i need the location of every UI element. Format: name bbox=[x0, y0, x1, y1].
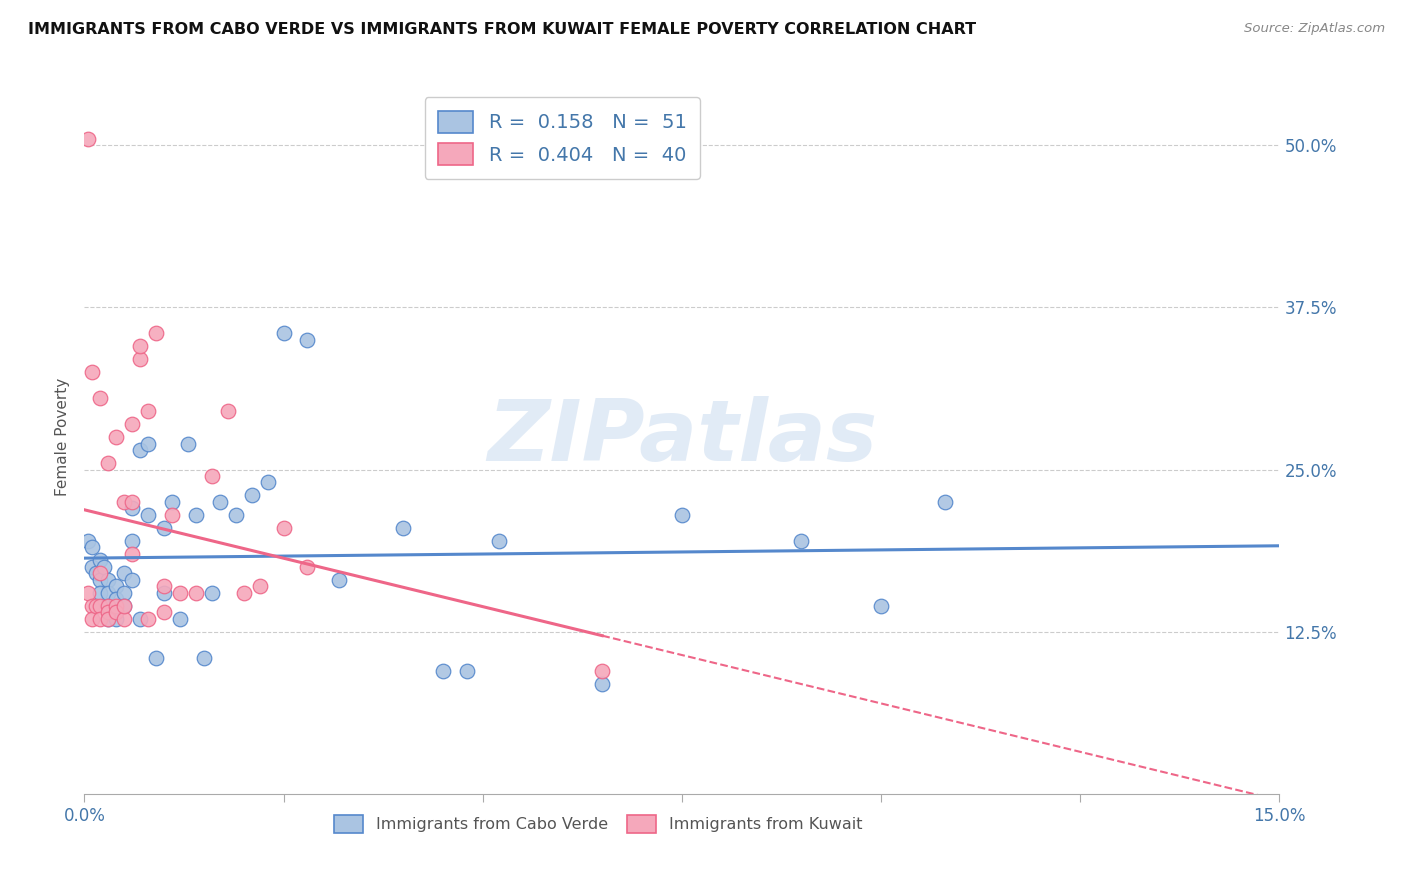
Point bbox=[77, 533, 100, 548]
Text: IMMIGRANTS FROM CABO VERDE VS IMMIGRANTS FROM KUWAIT FEMALE POVERTY CORRELATION : IMMIGRANTS FROM CABO VERDE VS IMMIGRANTS… bbox=[28, 22, 976, 37]
Point bbox=[97, 573, 120, 587]
Point bbox=[129, 443, 152, 458]
Point bbox=[136, 612, 159, 626]
Point bbox=[193, 650, 215, 665]
Point bbox=[160, 508, 183, 522]
Point bbox=[97, 612, 120, 626]
Point bbox=[121, 547, 143, 561]
Point bbox=[105, 599, 128, 613]
Point bbox=[97, 599, 120, 613]
Point bbox=[105, 605, 128, 619]
Point bbox=[77, 131, 100, 145]
Point bbox=[671, 508, 693, 522]
Point bbox=[488, 533, 510, 548]
Point bbox=[591, 676, 613, 690]
Point bbox=[297, 333, 319, 347]
Point bbox=[89, 586, 111, 600]
Point bbox=[456, 664, 478, 678]
Point bbox=[136, 404, 159, 418]
Point bbox=[184, 508, 207, 522]
Point bbox=[112, 495, 135, 509]
Point bbox=[97, 612, 120, 626]
Point bbox=[89, 566, 111, 581]
Point bbox=[136, 436, 159, 450]
Point bbox=[870, 599, 893, 613]
Point bbox=[169, 612, 191, 626]
Point bbox=[217, 404, 239, 418]
Point bbox=[112, 612, 135, 626]
Point bbox=[256, 475, 278, 490]
Point bbox=[184, 586, 207, 600]
Point bbox=[240, 488, 263, 502]
Point bbox=[153, 579, 176, 593]
Point bbox=[153, 586, 176, 600]
Point bbox=[112, 586, 135, 600]
Point bbox=[934, 495, 956, 509]
Point bbox=[177, 436, 200, 450]
Point bbox=[112, 599, 135, 613]
Point bbox=[129, 339, 152, 353]
Point bbox=[249, 579, 271, 593]
Point bbox=[121, 495, 143, 509]
Point bbox=[232, 586, 254, 600]
Point bbox=[432, 664, 454, 678]
Point bbox=[297, 559, 319, 574]
Point bbox=[105, 579, 128, 593]
Point bbox=[591, 664, 613, 678]
Point bbox=[121, 501, 143, 516]
Point bbox=[105, 592, 128, 607]
Y-axis label: Female Poverty: Female Poverty bbox=[55, 378, 70, 496]
Point bbox=[89, 573, 111, 587]
Point bbox=[89, 553, 111, 567]
Point bbox=[112, 566, 135, 581]
Point bbox=[97, 605, 120, 619]
Point bbox=[112, 599, 135, 613]
Point bbox=[160, 495, 183, 509]
Point bbox=[82, 559, 104, 574]
Point bbox=[105, 612, 128, 626]
Point bbox=[225, 508, 247, 522]
Point bbox=[97, 586, 120, 600]
Point bbox=[89, 391, 111, 405]
Text: Source: ZipAtlas.com: Source: ZipAtlas.com bbox=[1244, 22, 1385, 36]
Point bbox=[86, 566, 108, 581]
Point bbox=[97, 599, 120, 613]
Text: ZIPatlas: ZIPatlas bbox=[486, 395, 877, 479]
Point bbox=[129, 612, 152, 626]
Point bbox=[153, 605, 176, 619]
Point bbox=[208, 495, 231, 509]
Point bbox=[145, 326, 167, 341]
Point bbox=[97, 456, 120, 470]
Point bbox=[89, 599, 111, 613]
Point bbox=[121, 533, 143, 548]
Point bbox=[136, 508, 159, 522]
Point bbox=[169, 586, 191, 600]
Point bbox=[129, 352, 152, 367]
Point bbox=[121, 417, 143, 431]
Point bbox=[86, 599, 108, 613]
Point bbox=[105, 605, 128, 619]
Point bbox=[77, 586, 100, 600]
Point bbox=[82, 541, 104, 555]
Point bbox=[201, 469, 224, 483]
Point bbox=[392, 521, 415, 535]
Point bbox=[273, 326, 295, 341]
Point bbox=[82, 612, 104, 626]
Point bbox=[153, 521, 176, 535]
Point bbox=[790, 533, 813, 548]
Point bbox=[82, 365, 104, 379]
Point bbox=[121, 573, 143, 587]
Legend: Immigrants from Cabo Verde, Immigrants from Kuwait: Immigrants from Cabo Verde, Immigrants f… bbox=[328, 808, 869, 839]
Point bbox=[273, 521, 295, 535]
Point bbox=[93, 559, 115, 574]
Point bbox=[145, 650, 167, 665]
Point bbox=[201, 586, 224, 600]
Point bbox=[105, 430, 128, 444]
Point bbox=[328, 573, 350, 587]
Point bbox=[82, 599, 104, 613]
Point bbox=[89, 612, 111, 626]
